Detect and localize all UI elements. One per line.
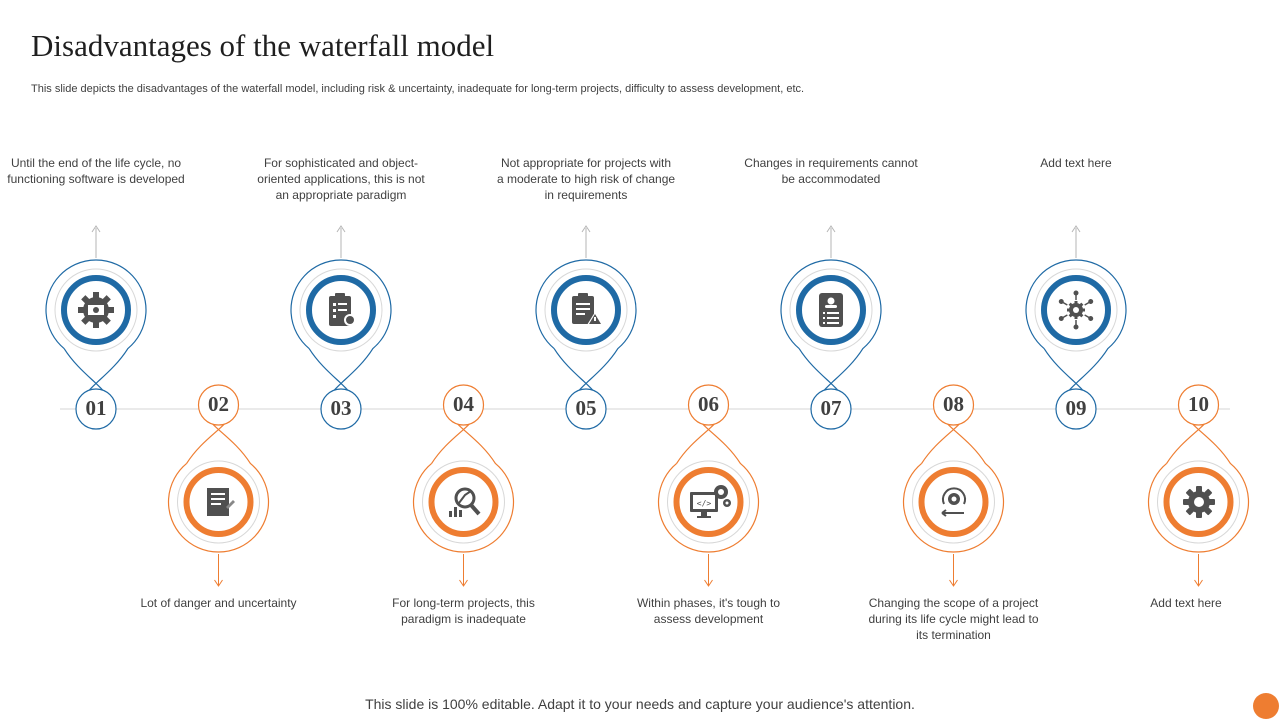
step-caption: Until the end of the life cycle, no func… <box>7 156 185 186</box>
step-pin-09 <box>1025 225 1127 430</box>
cycle-arrow-icon <box>930 478 978 526</box>
number-node <box>197 384 240 426</box>
arrow-head <box>581 225 591 233</box>
step-caption: Add text here <box>1150 596 1222 610</box>
svg-text:</>: </> <box>696 499 711 508</box>
step-pin-04 <box>412 384 515 587</box>
number-node <box>932 384 975 426</box>
number-node <box>75 388 117 430</box>
chart-search-icon <box>440 478 488 526</box>
step-number: 07 <box>820 396 842 420</box>
step-caption: For long-term projects, this paradigm is… <box>392 596 535 626</box>
number-node <box>810 388 852 430</box>
step-number: 06 <box>698 392 719 416</box>
step-caption: Not appropriate for projects with a mode… <box>496 156 676 202</box>
arrow-head <box>214 579 223 587</box>
arrow-head <box>949 579 958 587</box>
step-number: 03 <box>330 396 352 420</box>
number-node <box>320 388 362 430</box>
arrow-head <box>826 225 836 233</box>
step-number: 09 <box>1065 396 1087 420</box>
pin-outline <box>535 259 637 410</box>
arrow-head <box>459 579 468 587</box>
page-subtitle: This slide depicts the disadvantages of … <box>31 83 805 95</box>
step-caption: Add text here <box>1040 156 1112 170</box>
pin-outline <box>780 259 882 410</box>
arrow-head <box>704 579 713 587</box>
pin-outline <box>167 404 270 553</box>
step-number: 04 <box>453 392 474 416</box>
page-title: Disadvantages of the waterfall model <box>31 28 495 63</box>
footer-note: This slide is 100% editable. Adapt it to… <box>365 696 915 712</box>
step-caption: Within phases, it's tough to assess deve… <box>636 596 781 626</box>
number-node <box>687 384 730 426</box>
step-number: 10 <box>1188 392 1209 416</box>
step-number: 01 <box>85 396 107 420</box>
pin-outline <box>412 404 515 553</box>
step-number: 08 <box>943 392 964 416</box>
profile-list-icon <box>807 286 855 334</box>
document-pen-icon <box>195 478 243 526</box>
number-node <box>442 384 485 426</box>
arrow-head <box>336 225 346 233</box>
clipboard-warning-icon <box>562 286 610 334</box>
pin-outline <box>45 259 147 410</box>
monitor-code-gears-icon: </> <box>685 478 733 526</box>
slide-corner-dot <box>1253 693 1279 719</box>
arrow-head <box>1194 579 1203 587</box>
step-pin-05 <box>535 225 637 430</box>
step-number: 02 <box>208 392 229 416</box>
pin-outline <box>657 404 760 553</box>
step-caption: For sophisticated and object-oriented ap… <box>257 156 425 202</box>
step-caption: Changes in requirements cannot be accomm… <box>744 156 918 186</box>
clipboard-gear-icon <box>317 286 365 334</box>
pin-outline <box>290 259 392 410</box>
number-node <box>1177 384 1220 426</box>
pin-outline <box>1025 259 1127 410</box>
network-gear-icon <box>1052 286 1100 334</box>
number-node <box>1055 388 1097 430</box>
gear-icon <box>1175 478 1223 526</box>
pin-outline <box>902 404 1005 553</box>
arrow-head <box>1071 225 1081 233</box>
step-caption: Lot of danger and uncertainty <box>140 596 297 610</box>
step-pin-06 <box>657 384 760 587</box>
accent-ring <box>428 467 499 537</box>
step-number: 05 <box>575 396 597 420</box>
step-caption: Changing the scope of a project during i… <box>868 596 1039 642</box>
arrow-head <box>91 225 101 233</box>
pin-outline <box>1147 404 1250 553</box>
number-node <box>565 388 607 430</box>
gear-money-icon <box>72 286 120 334</box>
